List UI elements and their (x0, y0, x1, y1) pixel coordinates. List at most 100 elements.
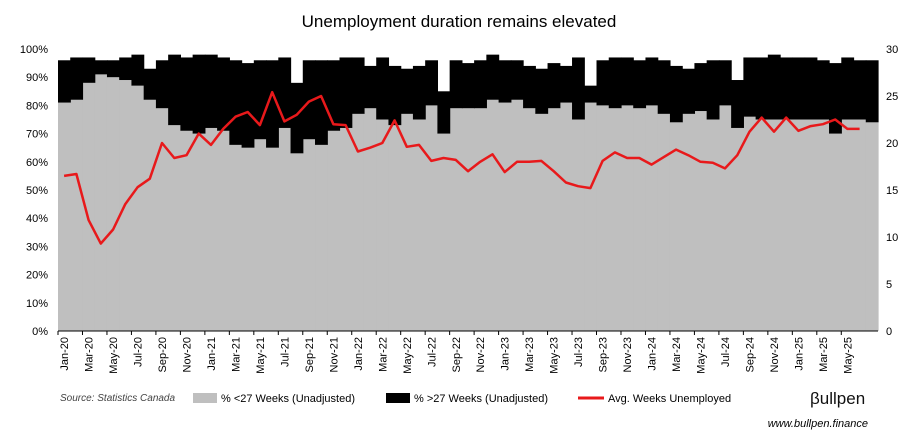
bar-short-term (192, 133, 206, 331)
bar-long-term (106, 60, 120, 78)
bar-short-term (523, 108, 536, 331)
bar-short-term (474, 108, 487, 331)
bar-long-term (620, 57, 634, 106)
bar-short-term (853, 119, 867, 331)
x-tick-label: Jul-21 (279, 337, 291, 367)
bar-short-term (376, 119, 390, 331)
bar-long-term (572, 57, 585, 120)
bar-short-term (339, 127, 353, 332)
bar-long-term (94, 60, 108, 75)
legend-swatch-short-term (193, 393, 217, 403)
bar-long-term (816, 60, 830, 120)
brand-logo: βullpen (810, 389, 865, 408)
avg-weeks-line (63, 90, 860, 245)
x-tick-label: Sep-20 (157, 337, 169, 372)
bar-short-term (315, 144, 328, 331)
y-left-tick-label: 40% (26, 213, 48, 225)
bar-long-term (865, 60, 879, 123)
bar-long-term (229, 60, 243, 145)
bar-short-term (425, 105, 439, 332)
bar-short-term (437, 133, 451, 331)
bar-short-term (94, 74, 108, 331)
x-tick-labels: Jan-20 Mar-20 May-20 Jul-20 Sep-20 Nov-20 Jan-… (57, 331, 854, 374)
bar-short-term (253, 139, 267, 331)
y-right-tick-label: 15 (886, 185, 898, 197)
bar-long-term (58, 60, 71, 103)
y-left-tick-label: 50% (26, 185, 48, 197)
bar-long-term (70, 57, 84, 100)
bar-long-term (633, 60, 647, 109)
y-left-tick-label: 60% (26, 157, 48, 169)
bar-short-term (229, 144, 243, 331)
bar-short-term (486, 99, 500, 331)
legend-label-long-term: % >27 Weeks (Unadjusted) (414, 393, 548, 405)
x-tick-label: May-23 (549, 337, 561, 374)
legend: Source: Statistics Canada % <27 Weeks (U… (60, 393, 731, 405)
x-tick-label: May-21 (255, 337, 267, 374)
bar-short-term (731, 127, 744, 332)
x-tick-label: Jul-22 (426, 337, 438, 367)
bar-short-term (645, 105, 659, 332)
bar-short-term (547, 108, 561, 331)
bar-long-term (131, 54, 145, 86)
x-tick-label: Nov-21 (328, 337, 340, 372)
bar-short-term (559, 102, 573, 331)
y-left-tick-labels: 0% 10% 20% 30% 40% 50% 60% 70% 80% 90% 100% (20, 44, 48, 338)
bar-long-term (204, 54, 218, 128)
bar-short-term (865, 122, 879, 331)
bar-short-term (682, 113, 696, 331)
bar-long-term (278, 57, 292, 128)
bar-long-term (755, 57, 769, 120)
bar-short-term (278, 127, 292, 332)
bar-short-term (241, 147, 255, 331)
bar-long-term (780, 57, 793, 120)
bar-long-term (376, 57, 390, 120)
bar-short-term (633, 108, 647, 331)
bar-short-term (510, 99, 524, 331)
bar-short-term (657, 113, 671, 331)
bar-short-term (180, 130, 194, 331)
bar-long-term (718, 60, 732, 106)
x-tick-label: Nov-23 (622, 337, 634, 372)
bar-long-term (217, 57, 230, 131)
bar-short-term (82, 82, 96, 331)
bar-long-term (290, 82, 304, 154)
x-tick-label: Nov-20 (182, 337, 194, 372)
x-tick-label: Jan-20 (59, 337, 71, 371)
x-tick-label: Sep-23 (598, 337, 610, 372)
y-right-tick-labels: 0 5 10 15 20 25 30 (886, 44, 898, 338)
bar-long-term (327, 60, 341, 131)
bar-long-term (584, 85, 598, 103)
bar-short-term (70, 99, 84, 331)
bar-long-term (767, 54, 781, 120)
bar-long-term (302, 60, 316, 140)
y-left-tick-label: 20% (26, 270, 48, 282)
bar-short-term (302, 139, 316, 331)
bar-short-term (694, 111, 708, 331)
bar-long-term (608, 57, 622, 109)
bar-short-term (106, 77, 120, 331)
bar-short-term (155, 108, 169, 331)
bar-long-term (804, 57, 818, 120)
bar-long-term (669, 65, 683, 123)
bar-long-term (474, 60, 487, 109)
bar-long-term (510, 60, 524, 100)
bar-long-term (486, 54, 500, 100)
x-tick-label: Nov-22 (475, 337, 487, 372)
bar-short-term (412, 119, 426, 331)
bar-short-term (143, 99, 157, 331)
bar-long-term (829, 63, 842, 134)
bar-short-term (131, 85, 145, 331)
x-tick-label: Jul-20 (133, 337, 145, 367)
x-tick-label: Sep-24 (745, 337, 757, 372)
bar-short-term (620, 105, 634, 332)
bar-short-term (498, 102, 512, 331)
bar-short-term (266, 147, 279, 331)
legend-label-short-term: % <27 Weeks (Unadjusted) (221, 393, 355, 405)
y-left-tick-label: 10% (26, 298, 48, 310)
x-tick-label: Mar-24 (671, 337, 683, 372)
bar-short-term (841, 119, 855, 331)
bar-short-term (168, 125, 181, 331)
bar-short-term (804, 119, 818, 331)
